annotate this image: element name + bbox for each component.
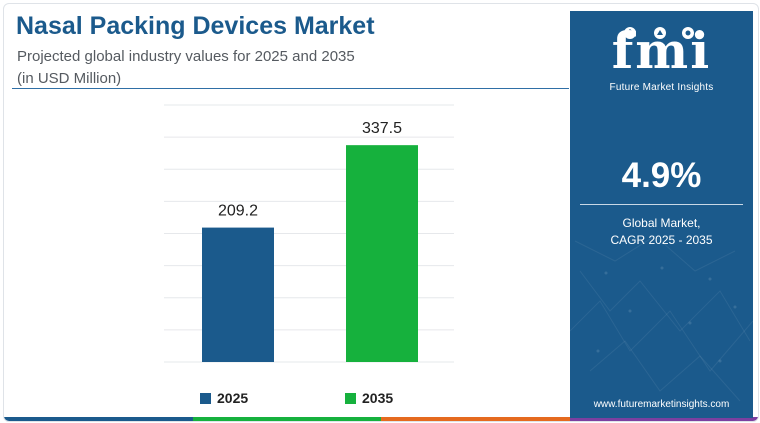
bottom-bar-segment — [192, 417, 381, 421]
chart-card: Nasal Packing Devices Market Projected g… — [3, 3, 759, 422]
cagr-value: 4.9% — [621, 156, 702, 195]
bottom-bar-segment — [4, 417, 193, 421]
title-divider — [12, 88, 569, 89]
bottom-color-bar — [4, 417, 758, 421]
bottom-bar-segment — [569, 417, 758, 421]
data-label-2035: 337.5 — [362, 120, 402, 137]
website-link[interactable]: www.futuremarketinsights.com — [593, 399, 730, 410]
fmi-logo: fmi — [611, 21, 712, 80]
chart-legend: 2025 2035 — [4, 390, 569, 410]
legend-item-2025: 2025 — [200, 390, 248, 406]
subtitle-line-1: Projected global industry values for 202… — [17, 48, 355, 65]
logo-caption: Future Market Insights — [609, 82, 714, 93]
logo-icons — [624, 27, 694, 39]
bar-chart: 209.2 337.5 — [164, 104, 454, 363]
cagr-panel: fmi Future Market Insights 4.9% Global M… — [570, 11, 753, 418]
bar-2035 — [346, 145, 418, 362]
bar-2025 — [202, 227, 274, 362]
chart-subtitle: Projected global industry values for 202… — [17, 46, 557, 90]
subtitle-line-2: (in USD Million) — [17, 70, 122, 87]
cagr-label-line-2: CAGR 2025 - 2035 — [610, 233, 713, 247]
legend-label-2025: 2025 — [217, 390, 249, 406]
legend-swatch-2025 — [200, 392, 211, 404]
cagr-label-line-1: Global Market, — [622, 216, 701, 230]
panel-texture — [570, 235, 753, 402]
cagr-label: Global Market, CAGR 2025 - 2035 — [570, 215, 753, 249]
panel-divider — [580, 204, 743, 205]
legend-item-2035: 2035 — [345, 390, 393, 406]
chart-title: Nasal Packing Devices Market — [16, 12, 375, 40]
data-label-2025: 209.2 — [218, 203, 258, 220]
legend-swatch-2035 — [345, 392, 356, 404]
logo-dot-icons — [624, 27, 694, 39]
bottom-bar-segment — [381, 417, 570, 421]
legend-label-2035: 2035 — [362, 390, 394, 406]
